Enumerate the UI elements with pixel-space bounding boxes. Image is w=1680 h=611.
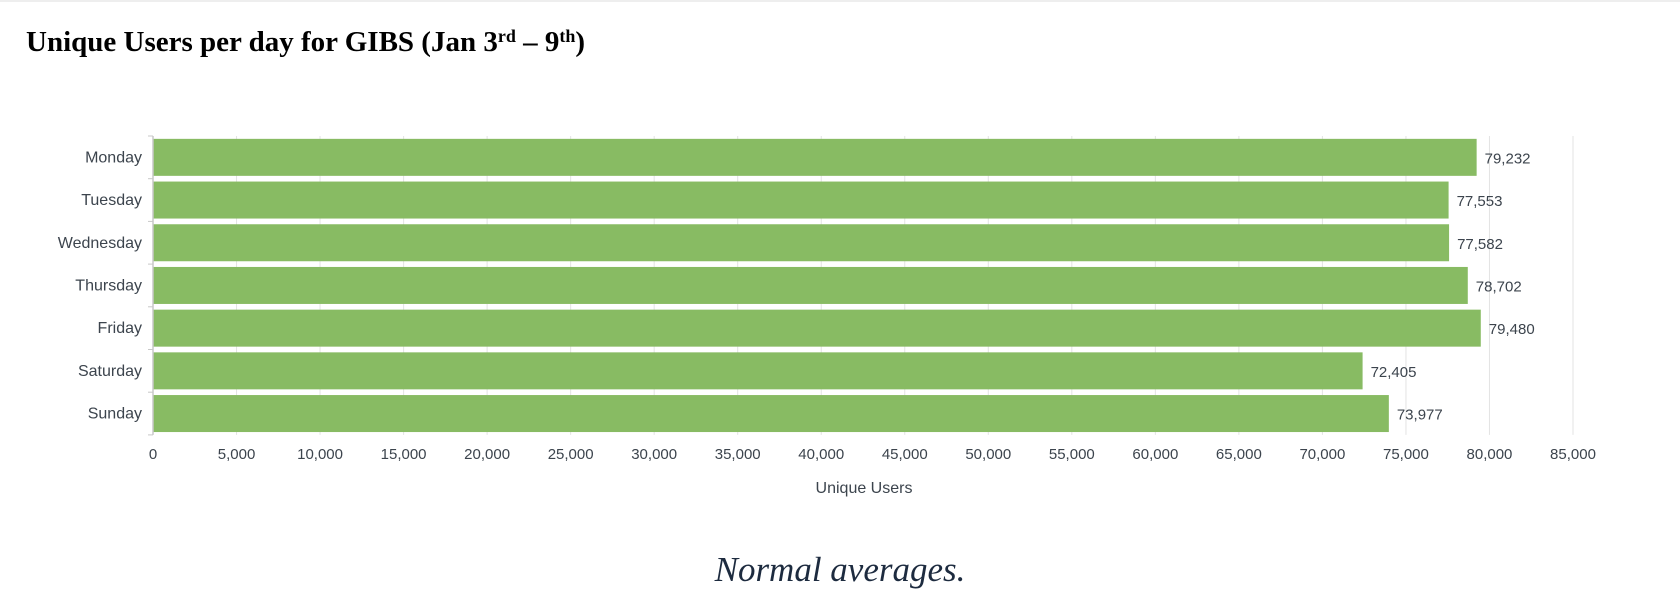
x-tick-label: 0 bbox=[149, 446, 157, 463]
x-tick-label: 85,000 bbox=[1550, 446, 1596, 463]
x-tick-label: 60,000 bbox=[1132, 446, 1178, 463]
x-axis-title: Unique Users bbox=[816, 480, 913, 497]
x-tick-label: 35,000 bbox=[715, 446, 761, 463]
chart-caption: Normal averages. bbox=[714, 550, 966, 589]
bar-value-label: 77,582 bbox=[1457, 236, 1503, 253]
x-tick-label: 25,000 bbox=[548, 446, 594, 463]
x-tick-label: 30,000 bbox=[631, 446, 677, 463]
y-category-label: Tuesday bbox=[81, 192, 142, 209]
bar bbox=[153, 352, 1363, 390]
axis-layer bbox=[148, 135, 154, 436]
bar bbox=[153, 266, 1468, 304]
label-layer: 0 5,000 10,000 15,000 20,000 25,000 30,000 35,0… bbox=[58, 149, 1596, 497]
x-tick-label: 50,000 bbox=[965, 446, 1011, 463]
x-tick-label: 75,000 bbox=[1383, 446, 1429, 463]
y-category-label: Friday bbox=[98, 320, 142, 337]
y-category-label: Wednesday bbox=[58, 235, 142, 252]
y-category-label: Monday bbox=[85, 149, 142, 166]
y-category-label: Sunday bbox=[88, 406, 142, 423]
bar bbox=[153, 181, 1449, 219]
bar bbox=[153, 138, 1477, 176]
x-tick-label: 5,000 bbox=[218, 446, 256, 463]
bar-value-label: 73,977 bbox=[1397, 407, 1443, 424]
title-end: ) bbox=[575, 26, 586, 58]
x-tick-label: 40,000 bbox=[798, 446, 844, 463]
bar bbox=[153, 224, 1450, 262]
bar bbox=[153, 309, 1481, 347]
x-tick-label: 10,000 bbox=[297, 446, 343, 463]
bar bbox=[153, 395, 1389, 433]
bar-value-label: 77,553 bbox=[1457, 193, 1503, 210]
x-tick-label: 70,000 bbox=[1299, 446, 1345, 463]
y-category-label: Thursday bbox=[75, 277, 142, 294]
bar-chart: 0 5,000 10,000 15,000 20,000 25,000 30,000 35,0… bbox=[58, 135, 1596, 497]
top-divider bbox=[0, 0, 1680, 2]
title-superscript-rd: rd bbox=[497, 26, 516, 46]
bar-value-label: 72,405 bbox=[1371, 364, 1417, 381]
title-main: Unique Users per day for GIBS (Jan 3 bbox=[26, 26, 498, 58]
page-title: Unique Users per day for GIBS (Jan 3rd –… bbox=[26, 24, 585, 60]
x-tick-label: 65,000 bbox=[1216, 446, 1262, 463]
bar-value-label: 78,702 bbox=[1476, 278, 1522, 295]
x-tick-label: 20,000 bbox=[464, 446, 510, 463]
title-middle: – 9 bbox=[515, 26, 560, 58]
title-superscript-th: th bbox=[559, 26, 576, 46]
x-tick-label: 45,000 bbox=[882, 446, 928, 463]
x-tick-label: 80,000 bbox=[1467, 446, 1513, 463]
bar-value-label: 79,480 bbox=[1489, 321, 1535, 338]
x-tick-label: 15,000 bbox=[381, 446, 427, 463]
y-category-label: Saturday bbox=[78, 363, 142, 380]
bar-layer bbox=[153, 138, 1481, 433]
x-tick-label: 55,000 bbox=[1049, 446, 1095, 463]
bar-value-label: 79,232 bbox=[1485, 150, 1531, 167]
